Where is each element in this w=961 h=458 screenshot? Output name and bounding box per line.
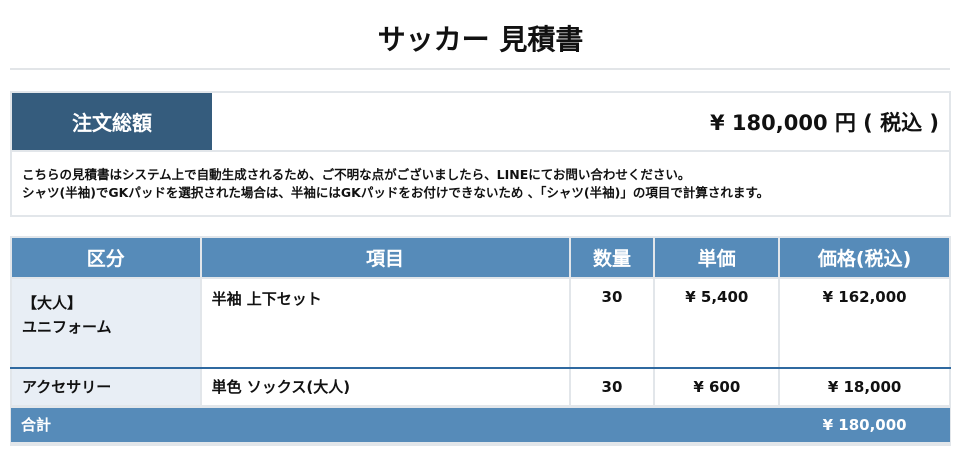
total-value: ¥ 180,000 [779,404,950,446]
notice-line: シャツ(半袖)でGKパッドを選択された場合は、半袖にはGKパッドをお付けできない… [22,185,770,200]
price-cell: ¥ 162,000 [778,278,951,369]
total-row: 合計 ¥ 180,000 [11,404,950,446]
order-total-label: 注文総額 [12,93,212,150]
table-header: 区分 項目 数量 単価 価格(税込) [10,236,951,279]
category-cell: 【大人】ユニフォーム [10,278,202,369]
table-row: 【大人】ユニフォーム 半袖 上下セット 30 ¥ 5,400 ¥ 162,000 [10,278,951,369]
qty-cell: 30 [568,278,656,369]
category-cell: アクセサリー [10,368,202,406]
unit-price-cell: ¥ 5,400 [653,278,781,369]
header-price: 価格(税込) [778,236,951,279]
table-row: アクセサリー 単色 ソックス(大人) 30 ¥ 600 ¥ 18,000 [10,368,951,406]
divider [10,68,950,70]
qty-cell: 30 [568,368,656,406]
notice-line: こちらの見積書はシステム上で自動生成されるため、ご不明な点がございましたら、LI… [22,167,691,182]
total-label: 合計 [11,404,780,446]
page-title: サッカー 見積書 [377,23,584,56]
category-text: 【大人】 [22,294,83,312]
item-cell: 半袖 上下セット [199,278,571,369]
estimate-table: 区分 項目 数量 単価 価格(税込) 【大人】ユニフォーム 半袖 上下セット 3… [10,236,951,446]
header-qty: 数量 [568,236,656,279]
category-text: ユニフォーム [22,318,112,336]
header-item: 項目 [199,236,571,279]
unit-price-cell: ¥ 600 [653,368,781,406]
notice: こちらの見積書はシステム上で自動生成されるため、ご不明な点がございましたら、LI… [10,150,951,217]
price-cell: ¥ 18,000 [778,368,951,406]
header-unit-price: 単価 [653,236,781,279]
order-total-box: 注文総額 ¥ 180,000 円 ( 税込 ) [10,91,951,152]
order-total-value: ¥ 180,000 円 ( 税込 ) [709,110,939,135]
header-category: 区分 [10,236,202,279]
item-cell: 単色 ソックス(大人) [199,368,571,406]
